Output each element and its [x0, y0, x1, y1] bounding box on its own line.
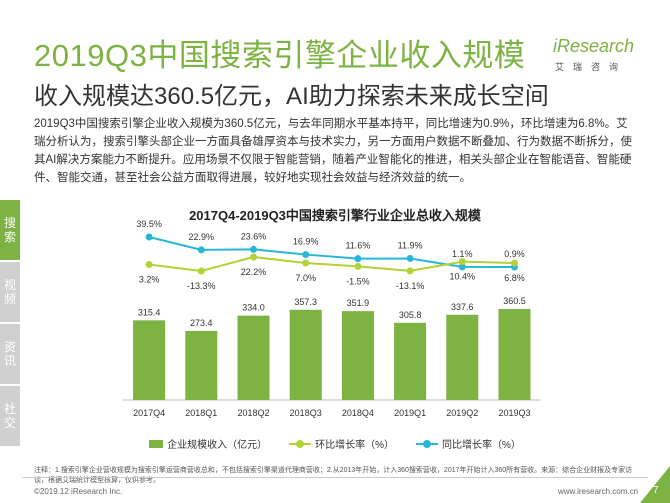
chart-legend: 企业规模收入（亿元） 环比增长率（%） 同比增长率（%） [0, 436, 670, 451]
bar [446, 314, 479, 400]
bar [237, 315, 270, 400]
yoy-value-label: 22.9% [189, 232, 215, 242]
site-link[interactable]: www.iresearch.com.cn [558, 487, 639, 496]
yoy-point [354, 255, 362, 263]
footnote: 注释：1.搜索引擎企业营收规模为搜索引擎运营商营收总和，不包括搜索引擎渠道代理商… [34, 467, 633, 484]
qoq-point [250, 253, 257, 261]
bar-value-label: 273.4 [190, 318, 213, 328]
bar-value-label: 315.4 [138, 307, 161, 317]
qoq-value-label: 10.4% [450, 272, 476, 282]
legend-label: 环比增长率（%） [315, 440, 394, 451]
legend-item-revenue: 企业规模收入（亿元） [149, 436, 267, 451]
page-subtitle: 收入规模达360.5亿元，AI助力探索未来成长空间 [34, 83, 549, 110]
x-tick-label: 2018Q2 [237, 408, 269, 418]
x-tick-label: 2017Q4 [133, 408, 165, 418]
x-tick-label: 2018Q1 [185, 408, 217, 418]
side-tab-label: 资讯 [4, 340, 17, 368]
side-tab-news[interactable]: 资讯 [0, 324, 20, 384]
legend-swatch-line [289, 439, 312, 448]
page-number: 7 [653, 485, 659, 496]
yoy-value-label: 11.9% [398, 240, 423, 250]
yoy-value-label: 16.9% [293, 237, 319, 247]
qoq-point [354, 262, 362, 270]
x-tick-label: 2018Q4 [342, 408, 374, 418]
yoy-point [406, 254, 414, 262]
qoq-point [145, 260, 153, 268]
yoy-value-label: 39.5% [136, 219, 162, 229]
qoq-value-label: 22.2% [241, 267, 267, 277]
side-tab-video[interactable]: 视频 [0, 262, 20, 322]
page-title: 2019Q3中国搜索引擎企业收入规模 [34, 38, 526, 73]
footer-divider [22, 477, 648, 478]
legend-label: 企业规模收入（亿元） [167, 440, 268, 451]
bar [498, 308, 531, 400]
analysis-paragraph: 2019Q3中国搜索引擎企业收入规模为360.5亿元，与去年同期水平基本持平，同… [34, 118, 632, 184]
yoy-point [250, 245, 257, 253]
legend-swatch-bar [149, 439, 164, 448]
yoy-point [458, 263, 466, 271]
qoq-point [458, 258, 466, 266]
bar-value-label: 305.8 [399, 310, 422, 320]
yoy-point [197, 246, 205, 254]
bar [133, 320, 166, 400]
qoq-value-label: 6.8% [504, 273, 525, 283]
yoy-point [145, 233, 153, 241]
qoq-value-label: 7.0% [295, 273, 316, 283]
side-tab-label: 搜索 [4, 216, 17, 244]
legend-item-yoy: 同比增长率（%） [416, 436, 521, 451]
chart-title: 2017Q4-2019Q3中国搜索引擎行业企业总收入规模 [189, 208, 481, 223]
qoq-value-label: -1.5% [346, 276, 370, 286]
bar-value-label: 360.5 [503, 296, 526, 306]
bar-value-label: 351.9 [347, 298, 370, 308]
qoq-point [511, 259, 518, 267]
side-tab-social[interactable]: 社交 [0, 386, 20, 446]
bar [394, 322, 427, 400]
bar [341, 311, 374, 400]
yoy-point [302, 251, 310, 259]
page-corner [640, 466, 670, 503]
yoy-value-label: 0.9% [504, 249, 525, 259]
qoq-point [406, 267, 414, 275]
bar-value-label: 334.0 [242, 303, 265, 313]
yoy-value-label: 11.6% [345, 241, 370, 251]
x-tick-label: 2019Q2 [446, 408, 478, 418]
side-tab-label: 社交 [4, 402, 17, 430]
bar [289, 309, 322, 400]
logo-text: iResearch [553, 36, 635, 56]
copyright: ©2019.12 iResearch Inc. [34, 487, 123, 496]
x-tick-label: 2019Q3 [498, 408, 530, 418]
yoy-value-label: 1.1% [452, 249, 473, 259]
yoy-value-label: 23.6% [241, 231, 267, 241]
x-tick-label: 2018Q3 [290, 408, 322, 418]
x-tick-label: 2019Q1 [394, 408, 426, 418]
bar-value-label: 357.3 [294, 297, 317, 307]
iresearch-logo: iResearch 艾瑞咨询 [553, 36, 653, 76]
legend-label: 同比增长率（%） [442, 440, 521, 451]
qoq-value-label: 3.2% [139, 274, 160, 284]
qoq-point [197, 267, 205, 275]
side-tab-search[interactable]: 搜索 [0, 200, 20, 260]
qoq-value-label: -13.1% [396, 281, 425, 291]
logo-subtext: 艾瑞咨询 [555, 62, 628, 72]
side-tab-label: 视频 [4, 278, 17, 306]
qoq-point [302, 259, 310, 267]
qoq-line [148, 255, 515, 273]
qoq-value-label: -13.3% [187, 281, 216, 291]
bar-value-label: 337.6 [451, 302, 474, 312]
side-nav: 搜索 视频 资讯 社交 [0, 200, 20, 448]
bar [185, 330, 218, 400]
legend-item-qoq: 环比增长率（%） [289, 436, 394, 451]
legend-swatch-line [416, 439, 438, 448]
yoy-line [148, 236, 515, 268]
